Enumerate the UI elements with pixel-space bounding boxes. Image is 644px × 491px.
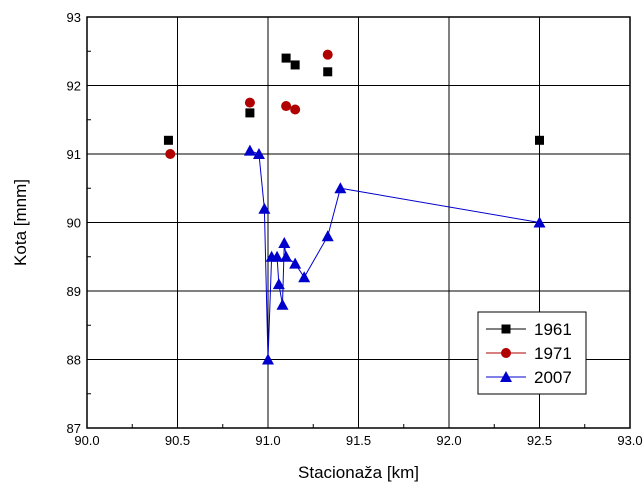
- y-tick-label: 93: [67, 10, 81, 25]
- legend: 1961 1971 2007: [478, 312, 586, 394]
- y-tick-labels: 87 88 89 90 91 92 93: [67, 10, 81, 436]
- x-tick-label: 93.0: [617, 433, 642, 448]
- legend-label-2007: 2007: [534, 368, 572, 387]
- series-1971: [165, 50, 332, 159]
- data-point-1971: [290, 104, 300, 114]
- data-point-2007: [289, 258, 301, 269]
- y-tick-label: 91: [67, 147, 81, 162]
- data-point-2007: [322, 230, 334, 241]
- x-axis-title: Stacionaža [km]: [298, 463, 419, 482]
- series-1961: [164, 54, 544, 145]
- data-point-2007: [334, 182, 346, 193]
- legend-marker-1971: [501, 348, 511, 358]
- data-point-1971: [323, 50, 333, 60]
- data-point-1961: [164, 136, 173, 145]
- legend-marker-1961: [502, 325, 511, 334]
- x-tick-label: 91.5: [346, 433, 371, 448]
- y-tick-label: 88: [67, 353, 81, 368]
- y-axis-title: Kota [mnm]: [11, 179, 30, 266]
- x-tick-label: 91.0: [255, 433, 280, 448]
- data-point-1971: [281, 101, 291, 111]
- data-point-2007: [244, 145, 256, 156]
- y-tick-label: 92: [67, 79, 81, 94]
- legend-label-1971: 1971: [534, 344, 572, 363]
- data-point-2007: [278, 237, 290, 248]
- data-point-1961: [282, 54, 291, 63]
- data-point-1961: [291, 60, 300, 69]
- data-point-2007: [276, 299, 288, 310]
- y-tick-label: 89: [67, 284, 81, 299]
- data-point-1971: [245, 98, 255, 108]
- data-point-1961: [535, 136, 544, 145]
- x-tick-labels: 90.0 90.5 91.0 91.5 92.0 92.5 93.0: [74, 433, 642, 448]
- x-tick-label: 92.5: [527, 433, 552, 448]
- data-point-2007: [298, 271, 310, 282]
- data-point-1971: [165, 149, 175, 159]
- x-tick-label: 92.0: [436, 433, 461, 448]
- legend-label-1961: 1961: [534, 320, 572, 339]
- y-tick-label: 87: [67, 421, 81, 436]
- y-tick-label: 90: [67, 216, 81, 231]
- data-point-2007: [258, 203, 270, 214]
- data-point-2007: [280, 251, 292, 262]
- data-point-1961: [245, 108, 254, 117]
- x-tick-label: 90.5: [165, 433, 190, 448]
- data-point-1961: [323, 67, 332, 76]
